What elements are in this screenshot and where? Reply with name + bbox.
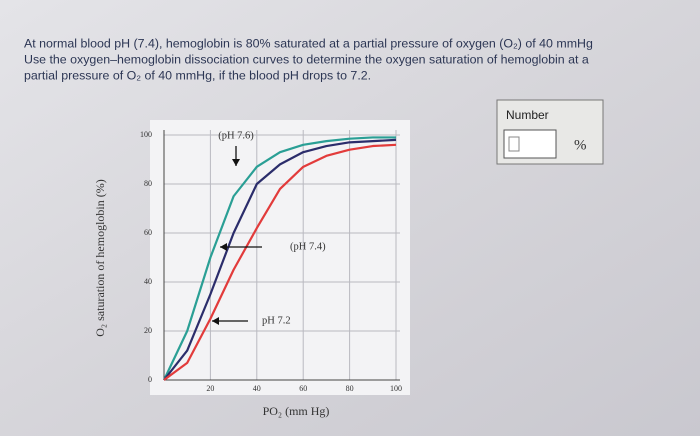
legend-label: pH 7.2	[262, 315, 291, 326]
y-tick-label: 20	[144, 326, 152, 335]
y-tick-label: 60	[144, 228, 152, 237]
chart-area	[150, 120, 410, 395]
x-tick-label: 60	[299, 384, 307, 393]
answer-label: Number	[506, 108, 549, 122]
x-tick-label: 100	[390, 384, 402, 393]
question-line: Use the oxygen–hemoglobin dissociation c…	[24, 52, 589, 66]
y-tick-label: 80	[144, 179, 152, 188]
x-tick-label: 80	[346, 384, 354, 393]
y-tick-label: 100	[140, 130, 152, 139]
answer-input[interactable]	[503, 129, 557, 159]
curve	[163, 143, 397, 381]
y-tick-label: 0	[148, 375, 152, 384]
question-line: partial pressure of O₂ of 40 mmHg, if th…	[24, 68, 371, 82]
y-tick-label: 40	[144, 277, 152, 286]
x-tick-label: 40	[253, 384, 261, 393]
y-axis-label: O₂ saturation of hemoglobin (%)	[93, 179, 107, 336]
arrow-head	[220, 243, 227, 251]
curve	[163, 138, 397, 381]
answer-unit: %	[574, 137, 587, 153]
question-line: At normal blood pH (7.4), hemoglobin is …	[24, 36, 593, 50]
arrow-head	[232, 159, 240, 166]
legend-label: (pH 7.4)	[290, 241, 326, 252]
curve	[163, 136, 396, 381]
input-cursor	[508, 136, 520, 152]
x-tick-label: 20	[206, 384, 214, 393]
legend-label: (pH 7.6)	[218, 130, 254, 141]
x-axis-label: PO₂ (mm Hg)	[263, 404, 330, 418]
arrow-head	[212, 317, 219, 325]
